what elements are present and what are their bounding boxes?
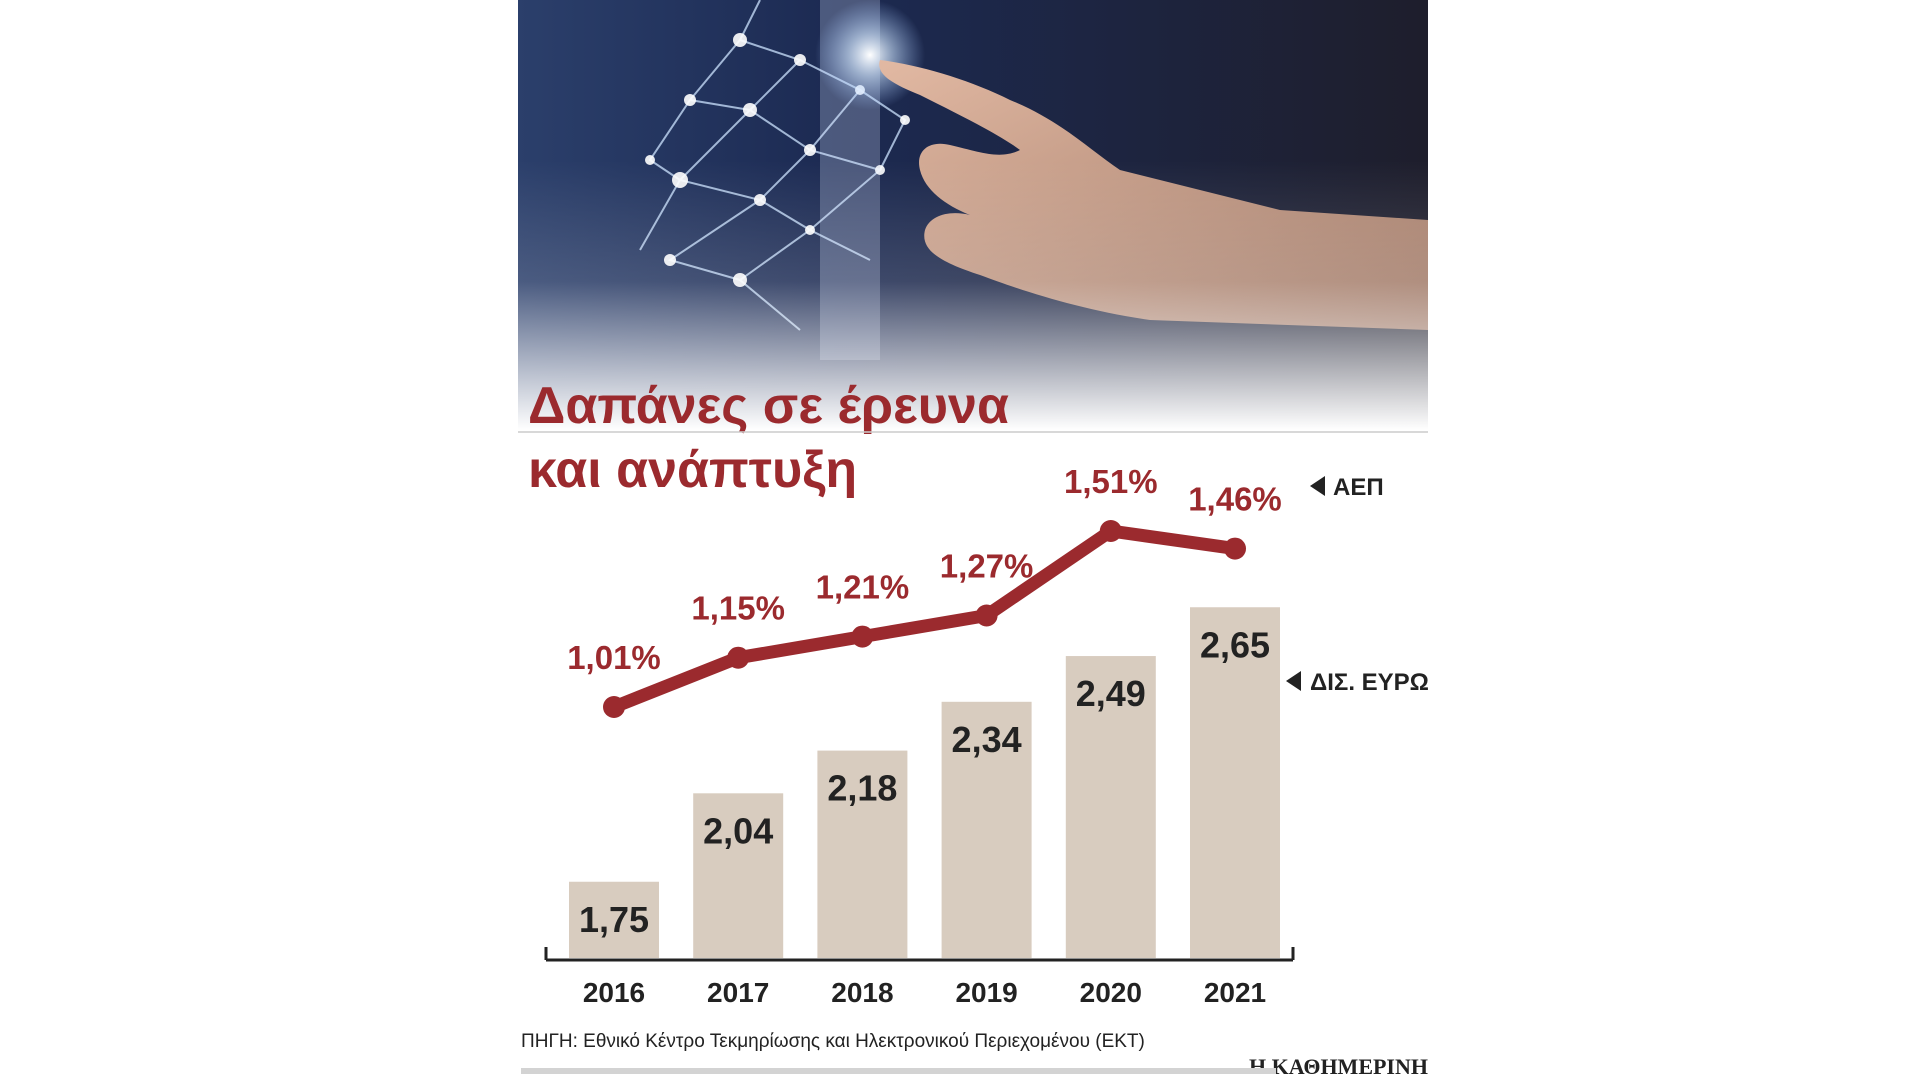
- source-note: ΠΗΓΗ: Εθνικό Κέντρο Τεκμηρίωσης και Ηλεκ…: [521, 1031, 1145, 1052]
- title-line-1: Δαπάνες σε έρευνα: [528, 377, 1009, 435]
- pct-label-2018: 1,21%: [816, 569, 910, 606]
- pct-label-2020: 1,51%: [1064, 463, 1158, 500]
- tick-label-2016: 2016: [583, 977, 645, 1008]
- bar-series: [569, 607, 1280, 958]
- legend-gdp: ΑΕΠ: [1310, 474, 1384, 501]
- tick-label-2019: 2019: [955, 977, 1017, 1008]
- title-line-2: και ανάπτυξη: [528, 441, 857, 499]
- triangle-left-icon: [1310, 476, 1325, 496]
- footer-bar: [521, 1068, 1276, 1074]
- bar-2017: [693, 793, 784, 958]
- point-2018: [851, 625, 874, 648]
- bar-2021: [1190, 607, 1280, 958]
- tick-label-2020: 2020: [1080, 977, 1142, 1008]
- chart-title: Δαπάνες σε έρευνα και ανάπτυξη: [528, 377, 1009, 499]
- bar-label-2016: 1,75: [579, 899, 649, 940]
- legend-gdp-label: ΑΕΠ: [1333, 474, 1384, 501]
- pct-label-2016: 1,01%: [567, 639, 661, 676]
- bar-label-2017: 2,04: [703, 810, 773, 851]
- bar-value-labels: 1,75 2,04 2,18 2,34 2,49 2,65: [579, 624, 1270, 940]
- legend-euro-label: ΔΙΣ. ΕΥΡΩ: [1310, 669, 1429, 696]
- bar-label-2019: 2,34: [952, 719, 1022, 760]
- gdp-value-labels: 1,01% 1,15% 1,21% 1,27% 1,51% 1,46%: [567, 463, 1282, 676]
- gdp-line: [607, 524, 1242, 714]
- point-2016: [603, 696, 625, 718]
- bar-label-2020: 2,49: [1076, 673, 1146, 714]
- tick-label-2018: 2018: [831, 977, 893, 1008]
- x-tick-labels: 2016 2017 2018 2019 2020 2021: [583, 977, 1266, 1008]
- bar-2016: [569, 881, 659, 958]
- point-2020: [1099, 520, 1122, 542]
- pct-label-2021: 1,46%: [1188, 481, 1282, 518]
- bar-label-2018: 2,18: [827, 768, 897, 809]
- header-image: [518, 0, 1428, 430]
- tick-label-2021: 2021: [1204, 977, 1266, 1008]
- x-axis: [544, 947, 1295, 962]
- brand-logo: Η ΚΑΘΗΜΕΡΙΝΗ: [1249, 1054, 1428, 1079]
- triangle-left-icon: [1286, 671, 1301, 691]
- pct-label-2019: 1,27%: [940, 547, 1034, 584]
- tick-label-2017: 2017: [707, 977, 769, 1008]
- pct-label-2017: 1,15%: [691, 590, 785, 627]
- bar-2020: [1065, 656, 1156, 958]
- bar-label-2021: 2,65: [1200, 624, 1270, 665]
- point-2019: [975, 604, 998, 627]
- legend-billion-euro: ΔΙΣ. ΕΥΡΩ: [1286, 669, 1429, 696]
- point-2021: [1224, 537, 1246, 560]
- bar-2018: [817, 750, 908, 958]
- bar-2019: [941, 701, 1032, 958]
- point-2017: [727, 646, 750, 669]
- gdp-points: [603, 520, 1246, 718]
